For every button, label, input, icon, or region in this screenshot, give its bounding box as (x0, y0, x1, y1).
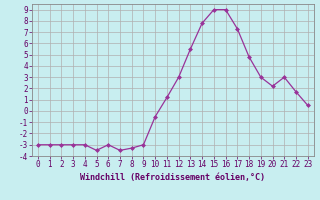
X-axis label: Windchill (Refroidissement éolien,°C): Windchill (Refroidissement éolien,°C) (80, 173, 265, 182)
